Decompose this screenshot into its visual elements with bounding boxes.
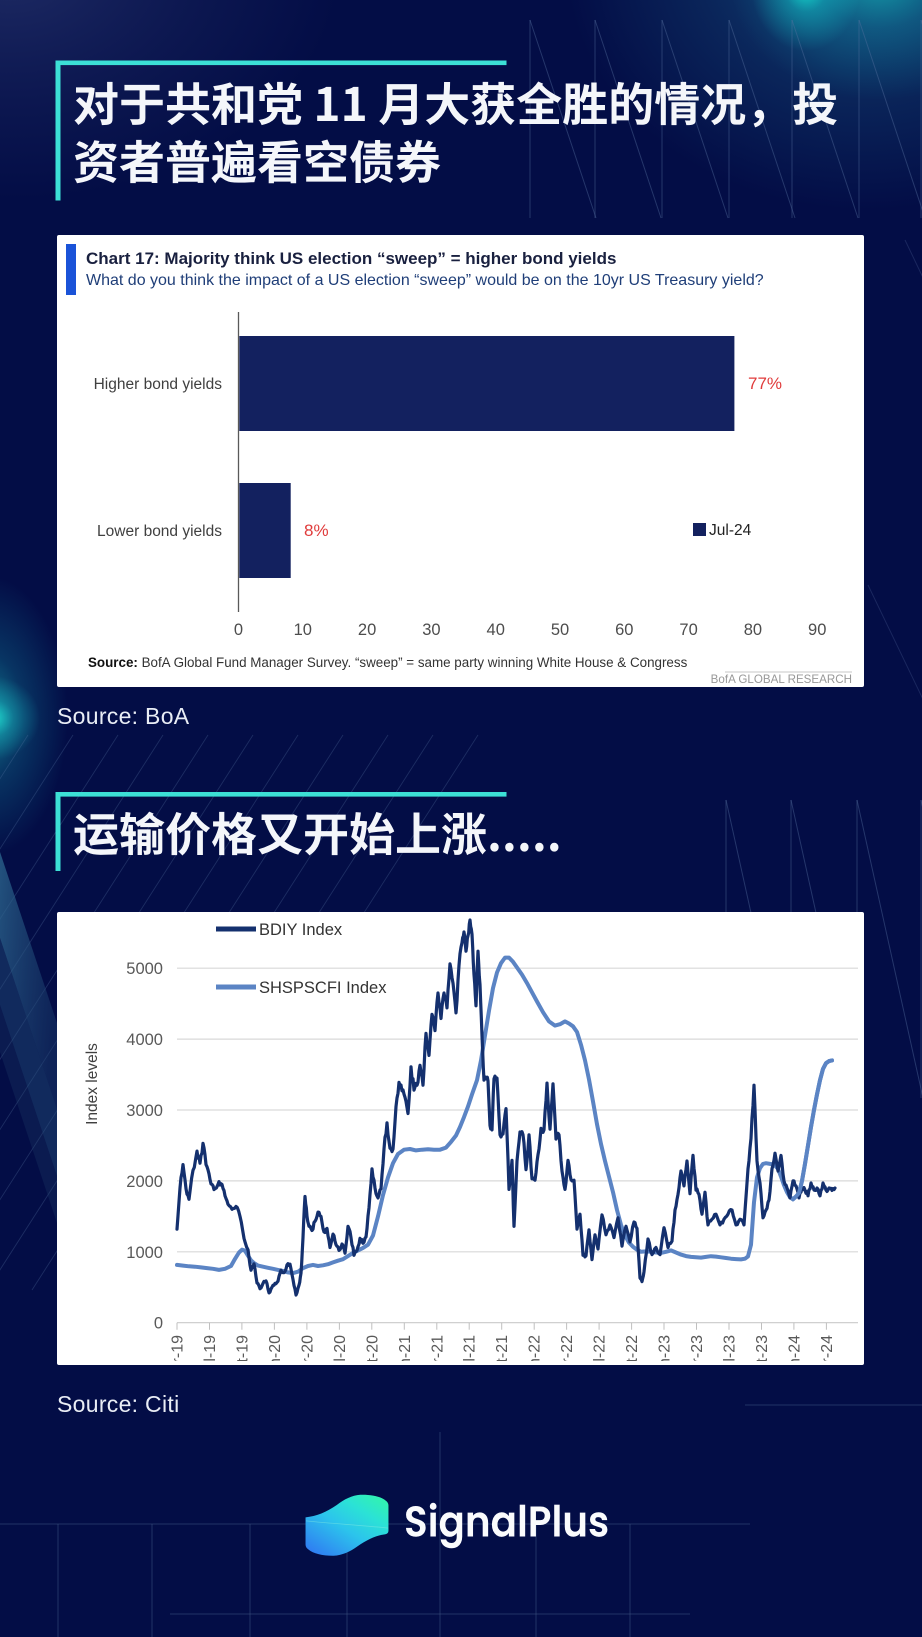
svg-text:Oct-23: Oct-23	[754, 1335, 771, 1365]
svg-text:60: 60	[615, 621, 633, 639]
svg-text:Oct-19: Oct-19	[234, 1335, 251, 1365]
svg-text:Jan-20: Jan-20	[267, 1335, 284, 1365]
svg-text:0: 0	[234, 621, 243, 639]
svg-text:BofA GLOBAL RESEARCH: BofA GLOBAL RESEARCH	[711, 673, 852, 686]
svg-text:Jul-23: Jul-23	[722, 1335, 739, 1365]
svg-text:Jan-21: Jan-21	[397, 1335, 414, 1365]
svg-text:4000: 4000	[126, 1031, 163, 1049]
svg-text:8%: 8%	[304, 521, 329, 540]
svg-text:Apr-21: Apr-21	[429, 1335, 446, 1365]
svg-text:Chart 17: Majority think US el: Chart 17: Majority think US election “sw…	[86, 249, 616, 268]
svg-text:20: 20	[358, 621, 376, 639]
svg-text:30: 30	[422, 621, 440, 639]
svg-text:Jul-21: Jul-21	[462, 1335, 479, 1365]
svg-text:What do you think the impact o: What do you think the impact of a US ele…	[86, 272, 764, 289]
svg-text:Lower bond yields: Lower bond yields	[97, 523, 222, 540]
svg-text:80: 80	[744, 621, 762, 639]
svg-text:Apr-23: Apr-23	[689, 1335, 706, 1365]
svg-text:Apr-22: Apr-22	[559, 1335, 576, 1365]
svg-text:0: 0	[154, 1315, 163, 1333]
svg-text:Jul-20: Jul-20	[332, 1335, 349, 1365]
svg-text:Jul-24: Jul-24	[709, 522, 752, 539]
svg-text:BDIY Index: BDIY Index	[259, 921, 343, 939]
svg-text:Oct-20: Oct-20	[364, 1335, 381, 1365]
svg-text:Index levels: Index levels	[84, 1043, 101, 1125]
svg-text:2000: 2000	[126, 1173, 163, 1191]
svg-text:70: 70	[679, 621, 697, 639]
svg-text:Higher bond yields: Higher bond yields	[94, 376, 223, 393]
svg-text:10: 10	[294, 621, 312, 639]
svg-text:Jul-22: Jul-22	[592, 1335, 609, 1365]
svg-text:40: 40	[487, 621, 505, 639]
svg-text:Jan-24: Jan-24	[786, 1335, 803, 1365]
svg-text:Jan-23: Jan-23	[657, 1335, 674, 1365]
svg-text:Source: BofA Global Fund Manag: Source: BofA Global Fund Manager Survey.…	[88, 655, 688, 670]
svg-text:50: 50	[551, 621, 569, 639]
svg-text:Apr-24: Apr-24	[819, 1335, 836, 1365]
svg-text:Oct-21: Oct-21	[494, 1335, 511, 1365]
svg-text:3000: 3000	[126, 1102, 163, 1120]
svg-text:Apr-19: Apr-19	[170, 1335, 187, 1365]
svg-text:77%: 77%	[748, 374, 782, 393]
svg-text:SHSPSCFI Index: SHSPSCFI Index	[259, 979, 387, 997]
svg-text:Oct-22: Oct-22	[624, 1335, 641, 1365]
svg-text:Apr-20: Apr-20	[299, 1335, 316, 1365]
svg-text:Jan-22: Jan-22	[527, 1335, 544, 1365]
svg-text:5000: 5000	[126, 960, 163, 978]
svg-text:Jul-19: Jul-19	[202, 1335, 219, 1365]
svg-text:90: 90	[808, 621, 826, 639]
svg-text:1000: 1000	[126, 1244, 163, 1262]
